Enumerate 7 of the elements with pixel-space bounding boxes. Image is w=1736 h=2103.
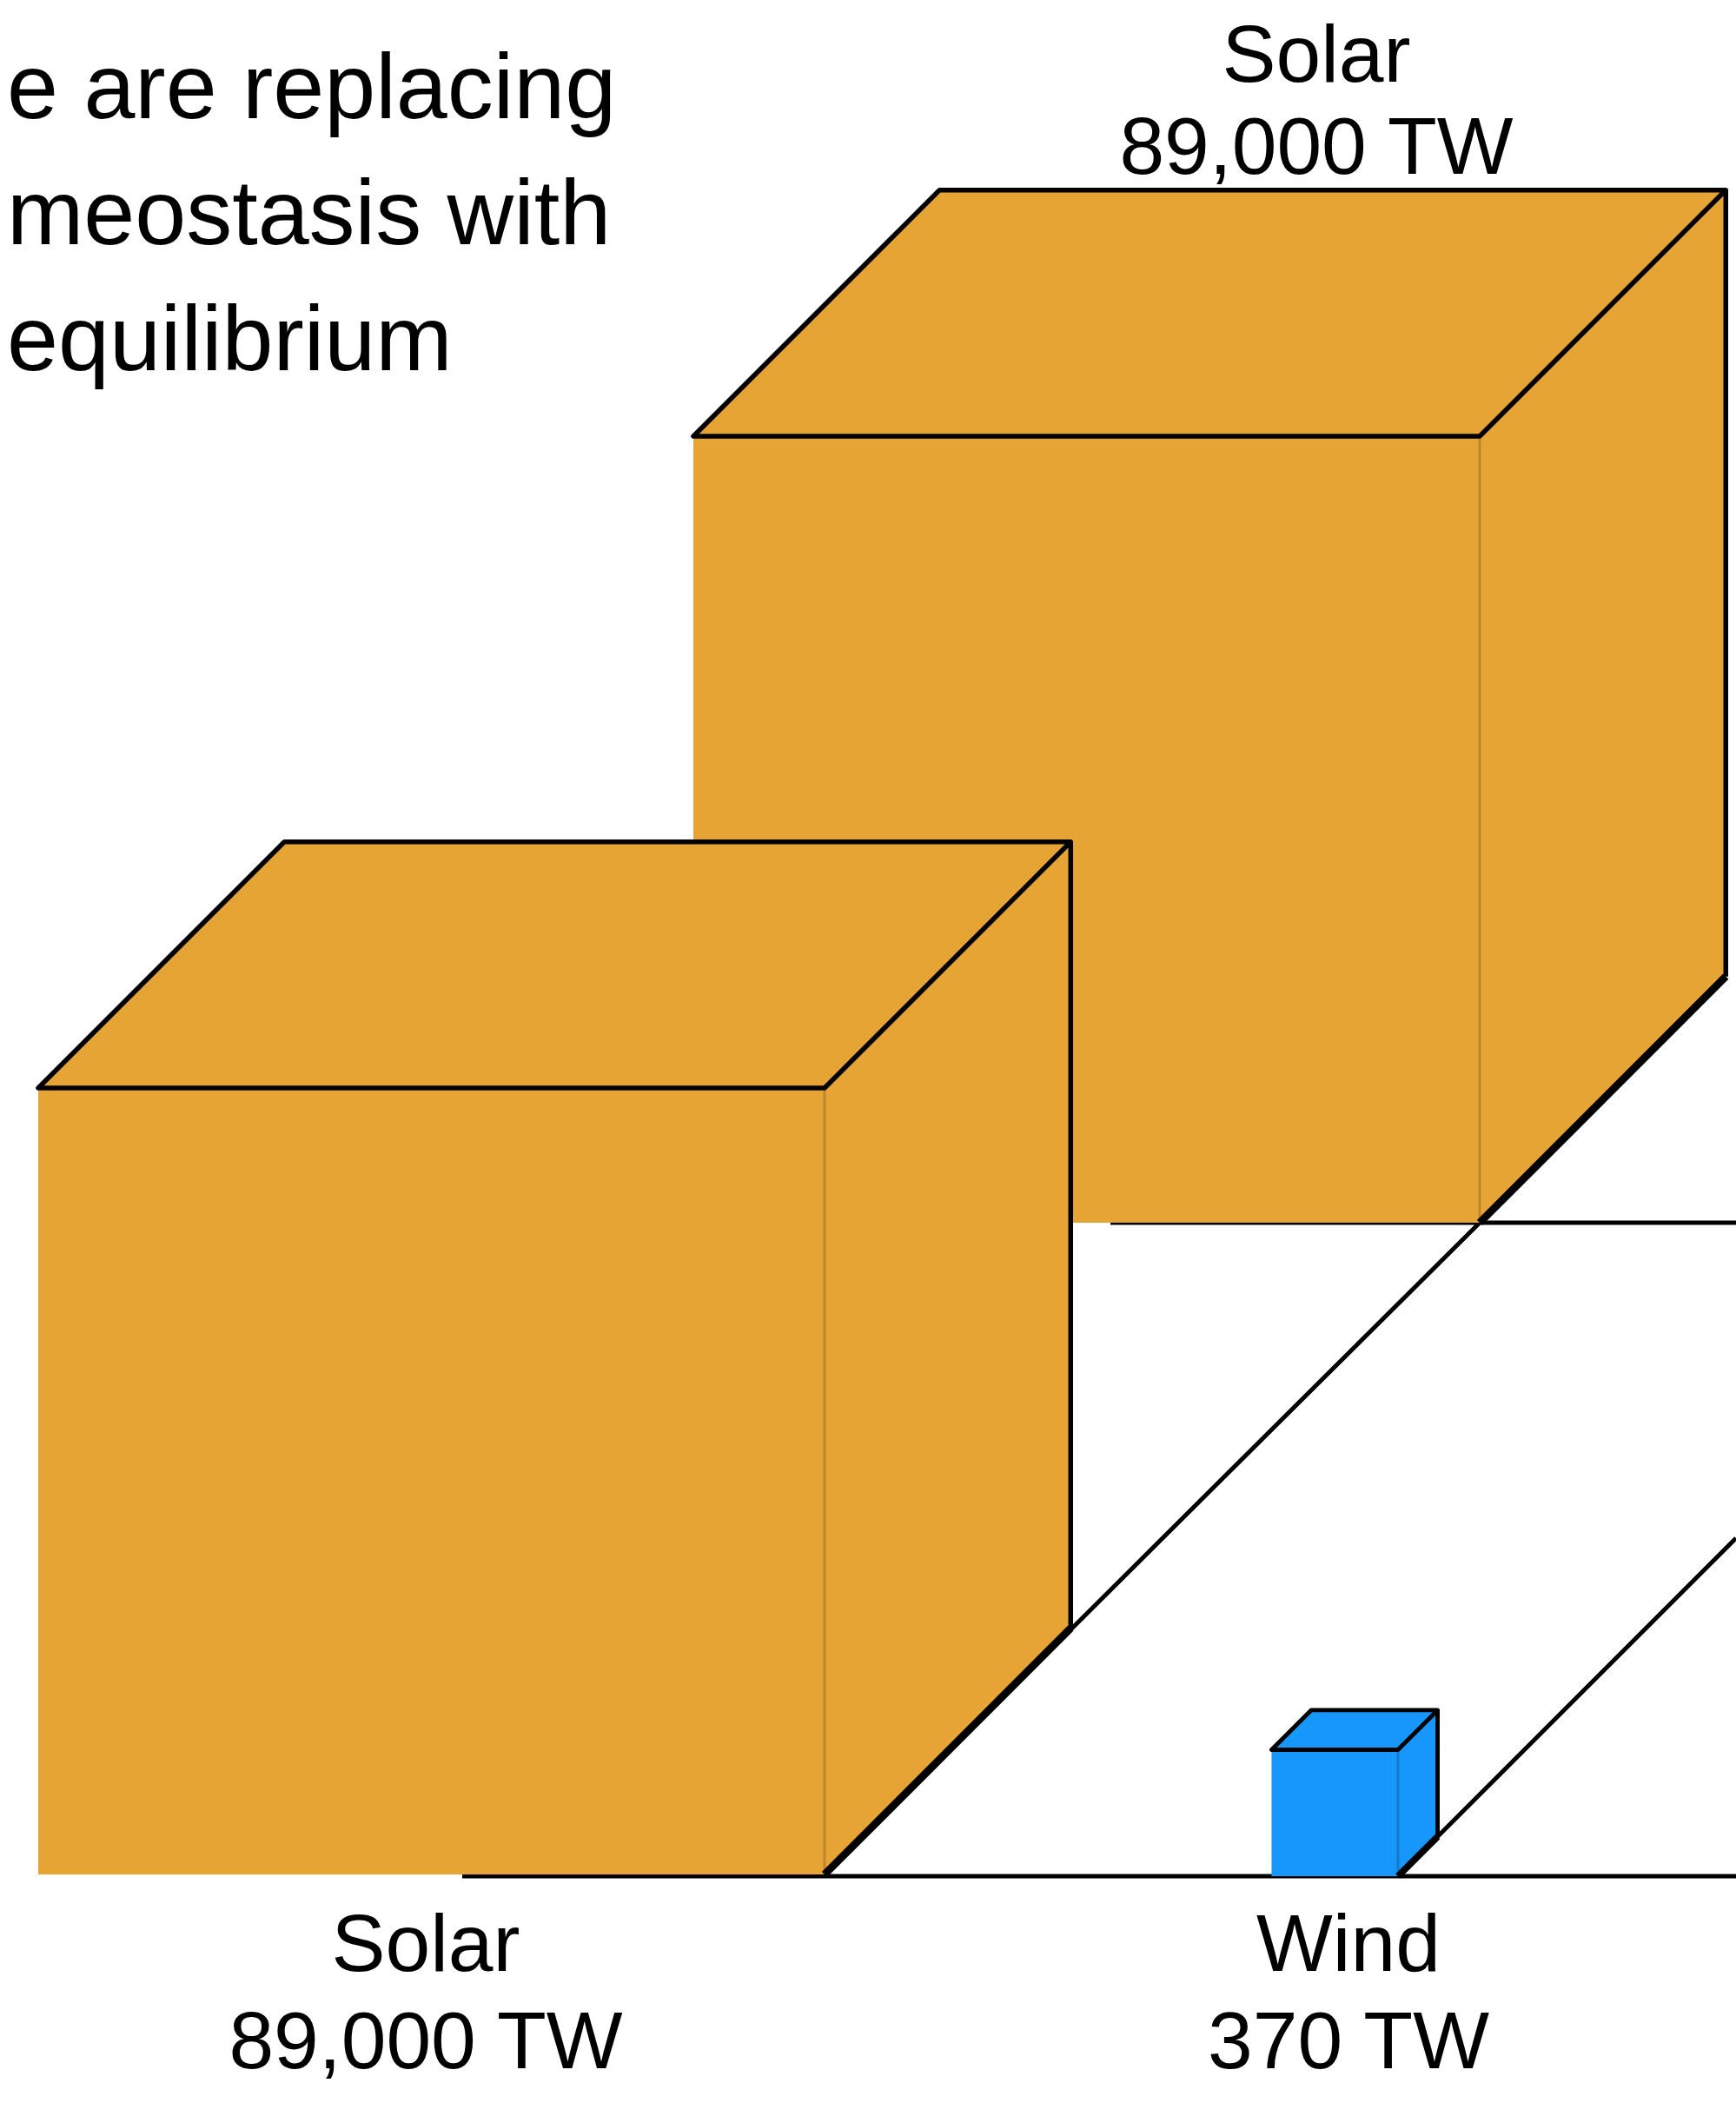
data-label: 89,000 TW	[229, 1995, 623, 2086]
text: e are replacing meostasis with equilibrium	[7, 35, 617, 389]
data-label: 370 TW	[1208, 1995, 1490, 2086]
category-label: Solar	[1222, 9, 1411, 99]
data-label: 89,000 TW	[1119, 101, 1514, 191]
category-label: Wind	[1256, 1898, 1441, 1988]
category-label: Solar	[331, 1898, 520, 1988]
